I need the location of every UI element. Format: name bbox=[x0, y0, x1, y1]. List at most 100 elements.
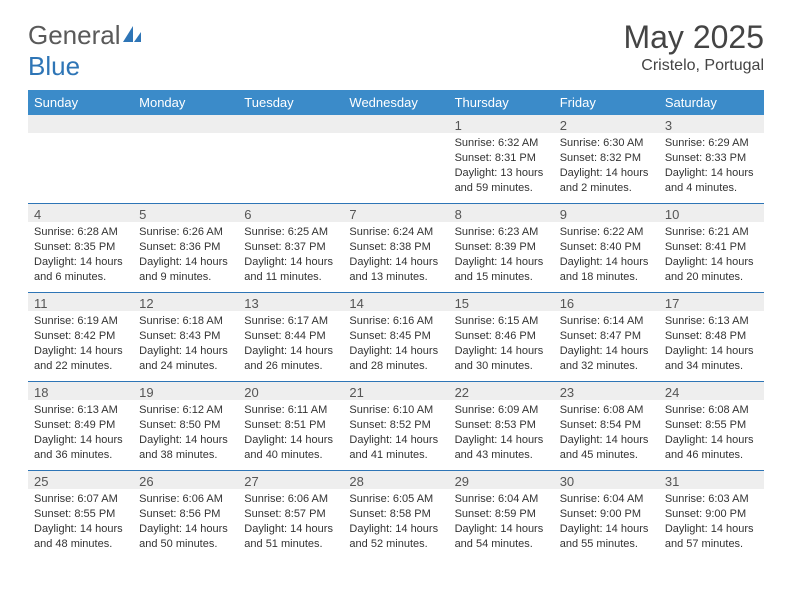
sunset-text: Sunset: 8:44 PM bbox=[244, 329, 337, 344]
calendar-day-cell: 3Sunrise: 6:29 AMSunset: 8:33 PMDaylight… bbox=[659, 115, 764, 204]
sunrise-text: Sunrise: 6:05 AM bbox=[349, 492, 442, 507]
day-details: Sunrise: 6:11 AMSunset: 8:51 PMDaylight:… bbox=[238, 400, 343, 468]
sunset-text: Sunset: 8:39 PM bbox=[455, 240, 548, 255]
day-number bbox=[133, 115, 238, 133]
daylight-text: Daylight: 14 hours and 2 minutes. bbox=[560, 166, 653, 196]
daylight-text: Daylight: 14 hours and 43 minutes. bbox=[455, 433, 548, 463]
logo-text-2: Blue bbox=[28, 51, 80, 81]
day-details: Sunrise: 6:19 AMSunset: 8:42 PMDaylight:… bbox=[28, 311, 133, 379]
day-details: Sunrise: 6:25 AMSunset: 8:37 PMDaylight:… bbox=[238, 222, 343, 290]
calendar-day-cell: 4Sunrise: 6:28 AMSunset: 8:35 PMDaylight… bbox=[28, 204, 133, 293]
day-details: Sunrise: 6:32 AMSunset: 8:31 PMDaylight:… bbox=[449, 133, 554, 201]
calendar-body: 1Sunrise: 6:32 AMSunset: 8:31 PMDaylight… bbox=[28, 115, 764, 559]
daylight-text: Daylight: 14 hours and 54 minutes. bbox=[455, 522, 548, 552]
day-number: 12 bbox=[133, 293, 238, 311]
sunset-text: Sunset: 8:48 PM bbox=[665, 329, 758, 344]
daylight-text: Daylight: 14 hours and 50 minutes. bbox=[139, 522, 232, 552]
day-number: 8 bbox=[449, 204, 554, 222]
day-number: 21 bbox=[343, 382, 448, 400]
daylight-text: Daylight: 14 hours and 51 minutes. bbox=[244, 522, 337, 552]
daylight-text: Daylight: 14 hours and 4 minutes. bbox=[665, 166, 758, 196]
sunset-text: Sunset: 8:41 PM bbox=[665, 240, 758, 255]
sunset-text: Sunset: 8:38 PM bbox=[349, 240, 442, 255]
sunset-text: Sunset: 8:59 PM bbox=[455, 507, 548, 522]
day-details: Sunrise: 6:06 AMSunset: 8:57 PMDaylight:… bbox=[238, 489, 343, 557]
calendar-day-cell: 9Sunrise: 6:22 AMSunset: 8:40 PMDaylight… bbox=[554, 204, 659, 293]
sunset-text: Sunset: 8:33 PM bbox=[665, 151, 758, 166]
calendar-empty-cell bbox=[28, 115, 133, 204]
calendar-day-cell: 23Sunrise: 6:08 AMSunset: 8:54 PMDayligh… bbox=[554, 382, 659, 471]
sunrise-text: Sunrise: 6:03 AM bbox=[665, 492, 758, 507]
day-details: Sunrise: 6:04 AMSunset: 9:00 PMDaylight:… bbox=[554, 489, 659, 557]
daylight-text: Daylight: 14 hours and 28 minutes. bbox=[349, 344, 442, 374]
calendar-day-cell: 13Sunrise: 6:17 AMSunset: 8:44 PMDayligh… bbox=[238, 293, 343, 382]
calendar-week-row: 1Sunrise: 6:32 AMSunset: 8:31 PMDaylight… bbox=[28, 115, 764, 204]
sunrise-text: Sunrise: 6:18 AM bbox=[139, 314, 232, 329]
sunset-text: Sunset: 8:40 PM bbox=[560, 240, 653, 255]
header: GeneralBlue May 2025 Cristelo, Portugal bbox=[28, 20, 764, 82]
day-number bbox=[28, 115, 133, 133]
day-number: 31 bbox=[659, 471, 764, 489]
sunset-text: Sunset: 8:49 PM bbox=[34, 418, 127, 433]
sunset-text: Sunset: 9:00 PM bbox=[560, 507, 653, 522]
day-details: Sunrise: 6:24 AMSunset: 8:38 PMDaylight:… bbox=[343, 222, 448, 290]
calendar-day-cell: 25Sunrise: 6:07 AMSunset: 8:55 PMDayligh… bbox=[28, 471, 133, 560]
day-number: 25 bbox=[28, 471, 133, 489]
sunrise-text: Sunrise: 6:26 AM bbox=[139, 225, 232, 240]
day-number: 22 bbox=[449, 382, 554, 400]
sunrise-text: Sunrise: 6:15 AM bbox=[455, 314, 548, 329]
day-number: 11 bbox=[28, 293, 133, 311]
sail-icon bbox=[121, 20, 143, 51]
calendar-empty-cell bbox=[133, 115, 238, 204]
calendar-page: GeneralBlue May 2025 Cristelo, Portugal … bbox=[0, 0, 792, 579]
calendar-table: Sunday Monday Tuesday Wednesday Thursday… bbox=[28, 90, 764, 559]
daylight-text: Daylight: 14 hours and 24 minutes. bbox=[139, 344, 232, 374]
day-details: Sunrise: 6:15 AMSunset: 8:46 PMDaylight:… bbox=[449, 311, 554, 379]
daylight-text: Daylight: 14 hours and 13 minutes. bbox=[349, 255, 442, 285]
day-number: 24 bbox=[659, 382, 764, 400]
logo-text-1: General bbox=[28, 20, 121, 50]
daylight-text: Daylight: 14 hours and 46 minutes. bbox=[665, 433, 758, 463]
calendar-day-cell: 8Sunrise: 6:23 AMSunset: 8:39 PMDaylight… bbox=[449, 204, 554, 293]
daylight-text: Daylight: 14 hours and 52 minutes. bbox=[349, 522, 442, 552]
day-details: Sunrise: 6:16 AMSunset: 8:45 PMDaylight:… bbox=[343, 311, 448, 379]
sunrise-text: Sunrise: 6:04 AM bbox=[455, 492, 548, 507]
day-details: Sunrise: 6:08 AMSunset: 8:54 PMDaylight:… bbox=[554, 400, 659, 468]
day-details: Sunrise: 6:10 AMSunset: 8:52 PMDaylight:… bbox=[343, 400, 448, 468]
calendar-day-cell: 22 Sunrise: 6:09 AMSunset: 8:53 PMDayligh… bbox=[449, 382, 554, 471]
calendar-empty-cell bbox=[238, 115, 343, 204]
sunrise-text: Sunrise: 6:30 AM bbox=[560, 136, 653, 151]
day-number: 23 bbox=[554, 382, 659, 400]
sunrise-text: Sunrise: 6:32 AM bbox=[455, 136, 548, 151]
sunrise-text: Sunrise: 6:13 AM bbox=[665, 314, 758, 329]
daylight-text: Daylight: 14 hours and 55 minutes. bbox=[560, 522, 653, 552]
day-details: Sunrise: 6:21 AMSunset: 8:41 PMDaylight:… bbox=[659, 222, 764, 290]
day-details: Sunrise: 6:29 AMSunset: 8:33 PMDaylight:… bbox=[659, 133, 764, 201]
calendar-day-cell: 20Sunrise: 6:11 AMSunset: 8:51 PMDayligh… bbox=[238, 382, 343, 471]
daylight-text: Daylight: 14 hours and 36 minutes. bbox=[34, 433, 127, 463]
sunset-text: Sunset: 8:36 PM bbox=[139, 240, 232, 255]
weekday-header: Saturday bbox=[659, 90, 764, 115]
daylight-text: Daylight: 14 hours and 38 minutes. bbox=[139, 433, 232, 463]
day-number: 14 bbox=[343, 293, 448, 311]
day-number: 19 bbox=[133, 382, 238, 400]
sunrise-text: Sunrise: 6:09 AM bbox=[455, 403, 548, 418]
daylight-text: Daylight: 14 hours and 30 minutes. bbox=[455, 344, 548, 374]
day-number: 4 bbox=[28, 204, 133, 222]
weekday-header: Tuesday bbox=[238, 90, 343, 115]
day-number: 27 bbox=[238, 471, 343, 489]
sunrise-text: Sunrise: 6:10 AM bbox=[349, 403, 442, 418]
calendar-day-cell: 2Sunrise: 6:30 AMSunset: 8:32 PMDaylight… bbox=[554, 115, 659, 204]
sunrise-text: Sunrise: 6:25 AM bbox=[244, 225, 337, 240]
day-details: Sunrise: 6:23 AMSunset: 8:39 PMDaylight:… bbox=[449, 222, 554, 290]
day-details: Sunrise: 6:28 AMSunset: 8:35 PMDaylight:… bbox=[28, 222, 133, 290]
sunrise-text: Sunrise: 6:23 AM bbox=[455, 225, 548, 240]
daylight-text: Daylight: 14 hours and 15 minutes. bbox=[455, 255, 548, 285]
weekday-header-row: Sunday Monday Tuesday Wednesday Thursday… bbox=[28, 90, 764, 115]
sunset-text: Sunset: 8:53 PM bbox=[455, 418, 548, 433]
day-number: 1 bbox=[449, 115, 554, 133]
sunset-text: Sunset: 9:00 PM bbox=[665, 507, 758, 522]
day-number bbox=[238, 115, 343, 133]
day-number: 18 bbox=[28, 382, 133, 400]
sunrise-text: Sunrise: 6:29 AM bbox=[665, 136, 758, 151]
